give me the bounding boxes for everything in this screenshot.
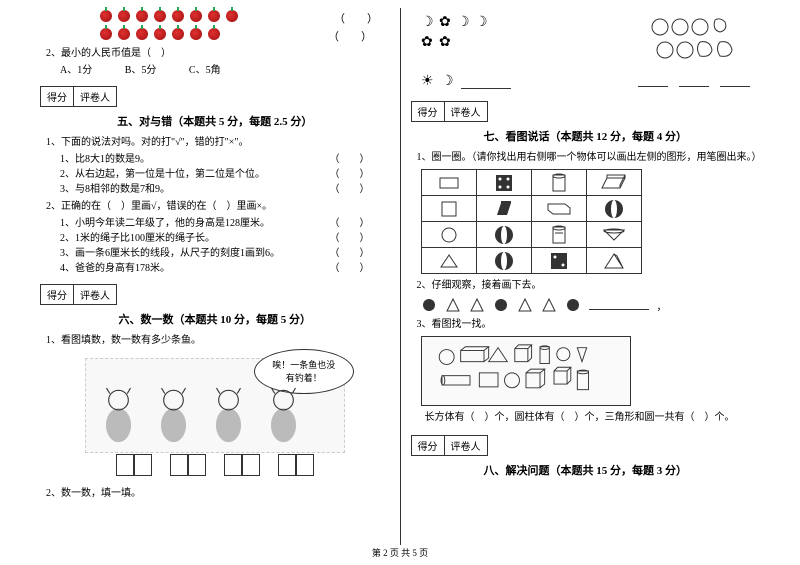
svg-text:☽: ☽ — [421, 15, 434, 30]
score-box-6: 得分 评卷人 — [40, 284, 117, 305]
s5q1-1: 1、比8大1的数是9。（ ） — [60, 152, 390, 167]
shape-table — [421, 169, 642, 274]
s6q2: 2、数一数，填一填。 — [46, 486, 390, 501]
score-box-7: 得分 评卷人 — [411, 101, 488, 122]
right-column: ☽ ✿ ☽ ☽ ✿ ✿ ☀ ☽ 得分 评卷人 七、看图说话（本题共 12 分，每题 4 分… — [401, 8, 771, 545]
pattern-row: ， — [421, 297, 751, 313]
svg-text:☀: ☀ — [421, 74, 434, 89]
answer-boxes — [40, 454, 390, 476]
s5q2-4: 4、爸爸的身高有178米。（ ） — [60, 261, 390, 276]
s5q2: 2、正确的在（ ）里画√，错误的在（ ）里画×。 — [46, 199, 390, 214]
apple-rows: （ ） （ ） — [100, 10, 390, 44]
score-pingjuan: 评卷人 — [445, 436, 487, 455]
top-pattern-icons: ☽ ✿ ☽ ☽ ✿ ✿ ☀ ☽ — [421, 12, 751, 89]
score-defen: 得分 — [412, 102, 445, 121]
s6q1: 1、看图填数，数一数有多少条鱼。 — [46, 333, 390, 348]
score-defen: 得分 — [412, 436, 445, 455]
s7q1: 1、圈一圈。（请你找出用右侧哪一个物体可以画出左侧的图形，用笔圈出来。） — [417, 150, 761, 165]
score-pingjuan: 评卷人 — [74, 87, 116, 106]
q2a: A、1分 — [60, 65, 92, 76]
s5q1-3: 3、与8相邻的数是7和9。（ ） — [60, 182, 390, 197]
svg-text:✿: ✿ — [439, 15, 451, 30]
solids-box — [421, 336, 631, 406]
q2c: C、5角 — [189, 65, 221, 76]
page-footer: 第 2 页 共 5 页 — [0, 546, 800, 559]
sec5-title: 五、对与错（本题共 5 分，每题 2.5 分） — [40, 113, 390, 129]
score-pingjuan: 评卷人 — [74, 285, 116, 304]
q2b: B、5分 — [125, 65, 157, 76]
q2: 2、最小的人民币值是（ ） — [46, 46, 390, 61]
sec7-title: 七、看图说话（本题共 12 分，每题 4 分） — [411, 128, 761, 144]
score-box-5: 得分 评卷人 — [40, 86, 117, 107]
svg-text:☽: ☽ — [441, 74, 454, 89]
score-defen: 得分 — [41, 285, 74, 304]
cats-illustration: 唉！一条鱼也没有钓着！ — [40, 358, 390, 476]
s5q2-1: 1、小明今年读二年级了，他的身高是128厘米。（ ） — [60, 216, 390, 231]
s5q1-2: 2、从右边起，第一位是十位，第二位是个位。（ ） — [60, 167, 390, 182]
moon-gear-row: ☽ ✿ ☽ ☽ — [421, 12, 511, 32]
svg-text:✿: ✿ — [439, 35, 451, 50]
score-pingjuan: 评卷人 — [445, 102, 487, 121]
score-defen: 得分 — [41, 87, 74, 106]
s7q3: 3、看图找一找。 — [417, 317, 761, 332]
fruit-basket — [640, 12, 750, 67]
svg-text:☽: ☽ — [457, 15, 470, 30]
s5q1: 1、下面的说法对吗。对的打"√"，错的打"×"。 — [46, 135, 390, 150]
s5q2-2: 2、1米的绳子比100厘米的绳子长。（ ） — [60, 231, 390, 246]
svg-text:✿: ✿ — [421, 35, 433, 50]
svg-text:☽: ☽ — [475, 15, 488, 30]
s5q2-3: 3、画一条6厘米长的线段，从尺子的刻度1画到6。（ ） — [60, 246, 390, 261]
s7q3-text: 长方体有（ ）个，圆柱体有（ ）个，三角形和圆一共有（ ）个。 — [425, 410, 761, 425]
q2-options: A、1分 B、5分 C、5角 — [60, 63, 390, 78]
s7q2: 2、仔细观察，接着画下去。 — [417, 278, 761, 293]
sec8-title: 八、解决问题（本题共 15 分，每题 3 分） — [411, 462, 761, 478]
sec6-title: 六、数一数（本题共 10 分，每题 5 分） — [40, 311, 390, 327]
left-column: （ ） （ ） 2、最小的人民币值是（ ） A、1分 B、5分 C、5角 得分 … — [30, 8, 401, 545]
score-box-8: 得分 评卷人 — [411, 435, 488, 456]
